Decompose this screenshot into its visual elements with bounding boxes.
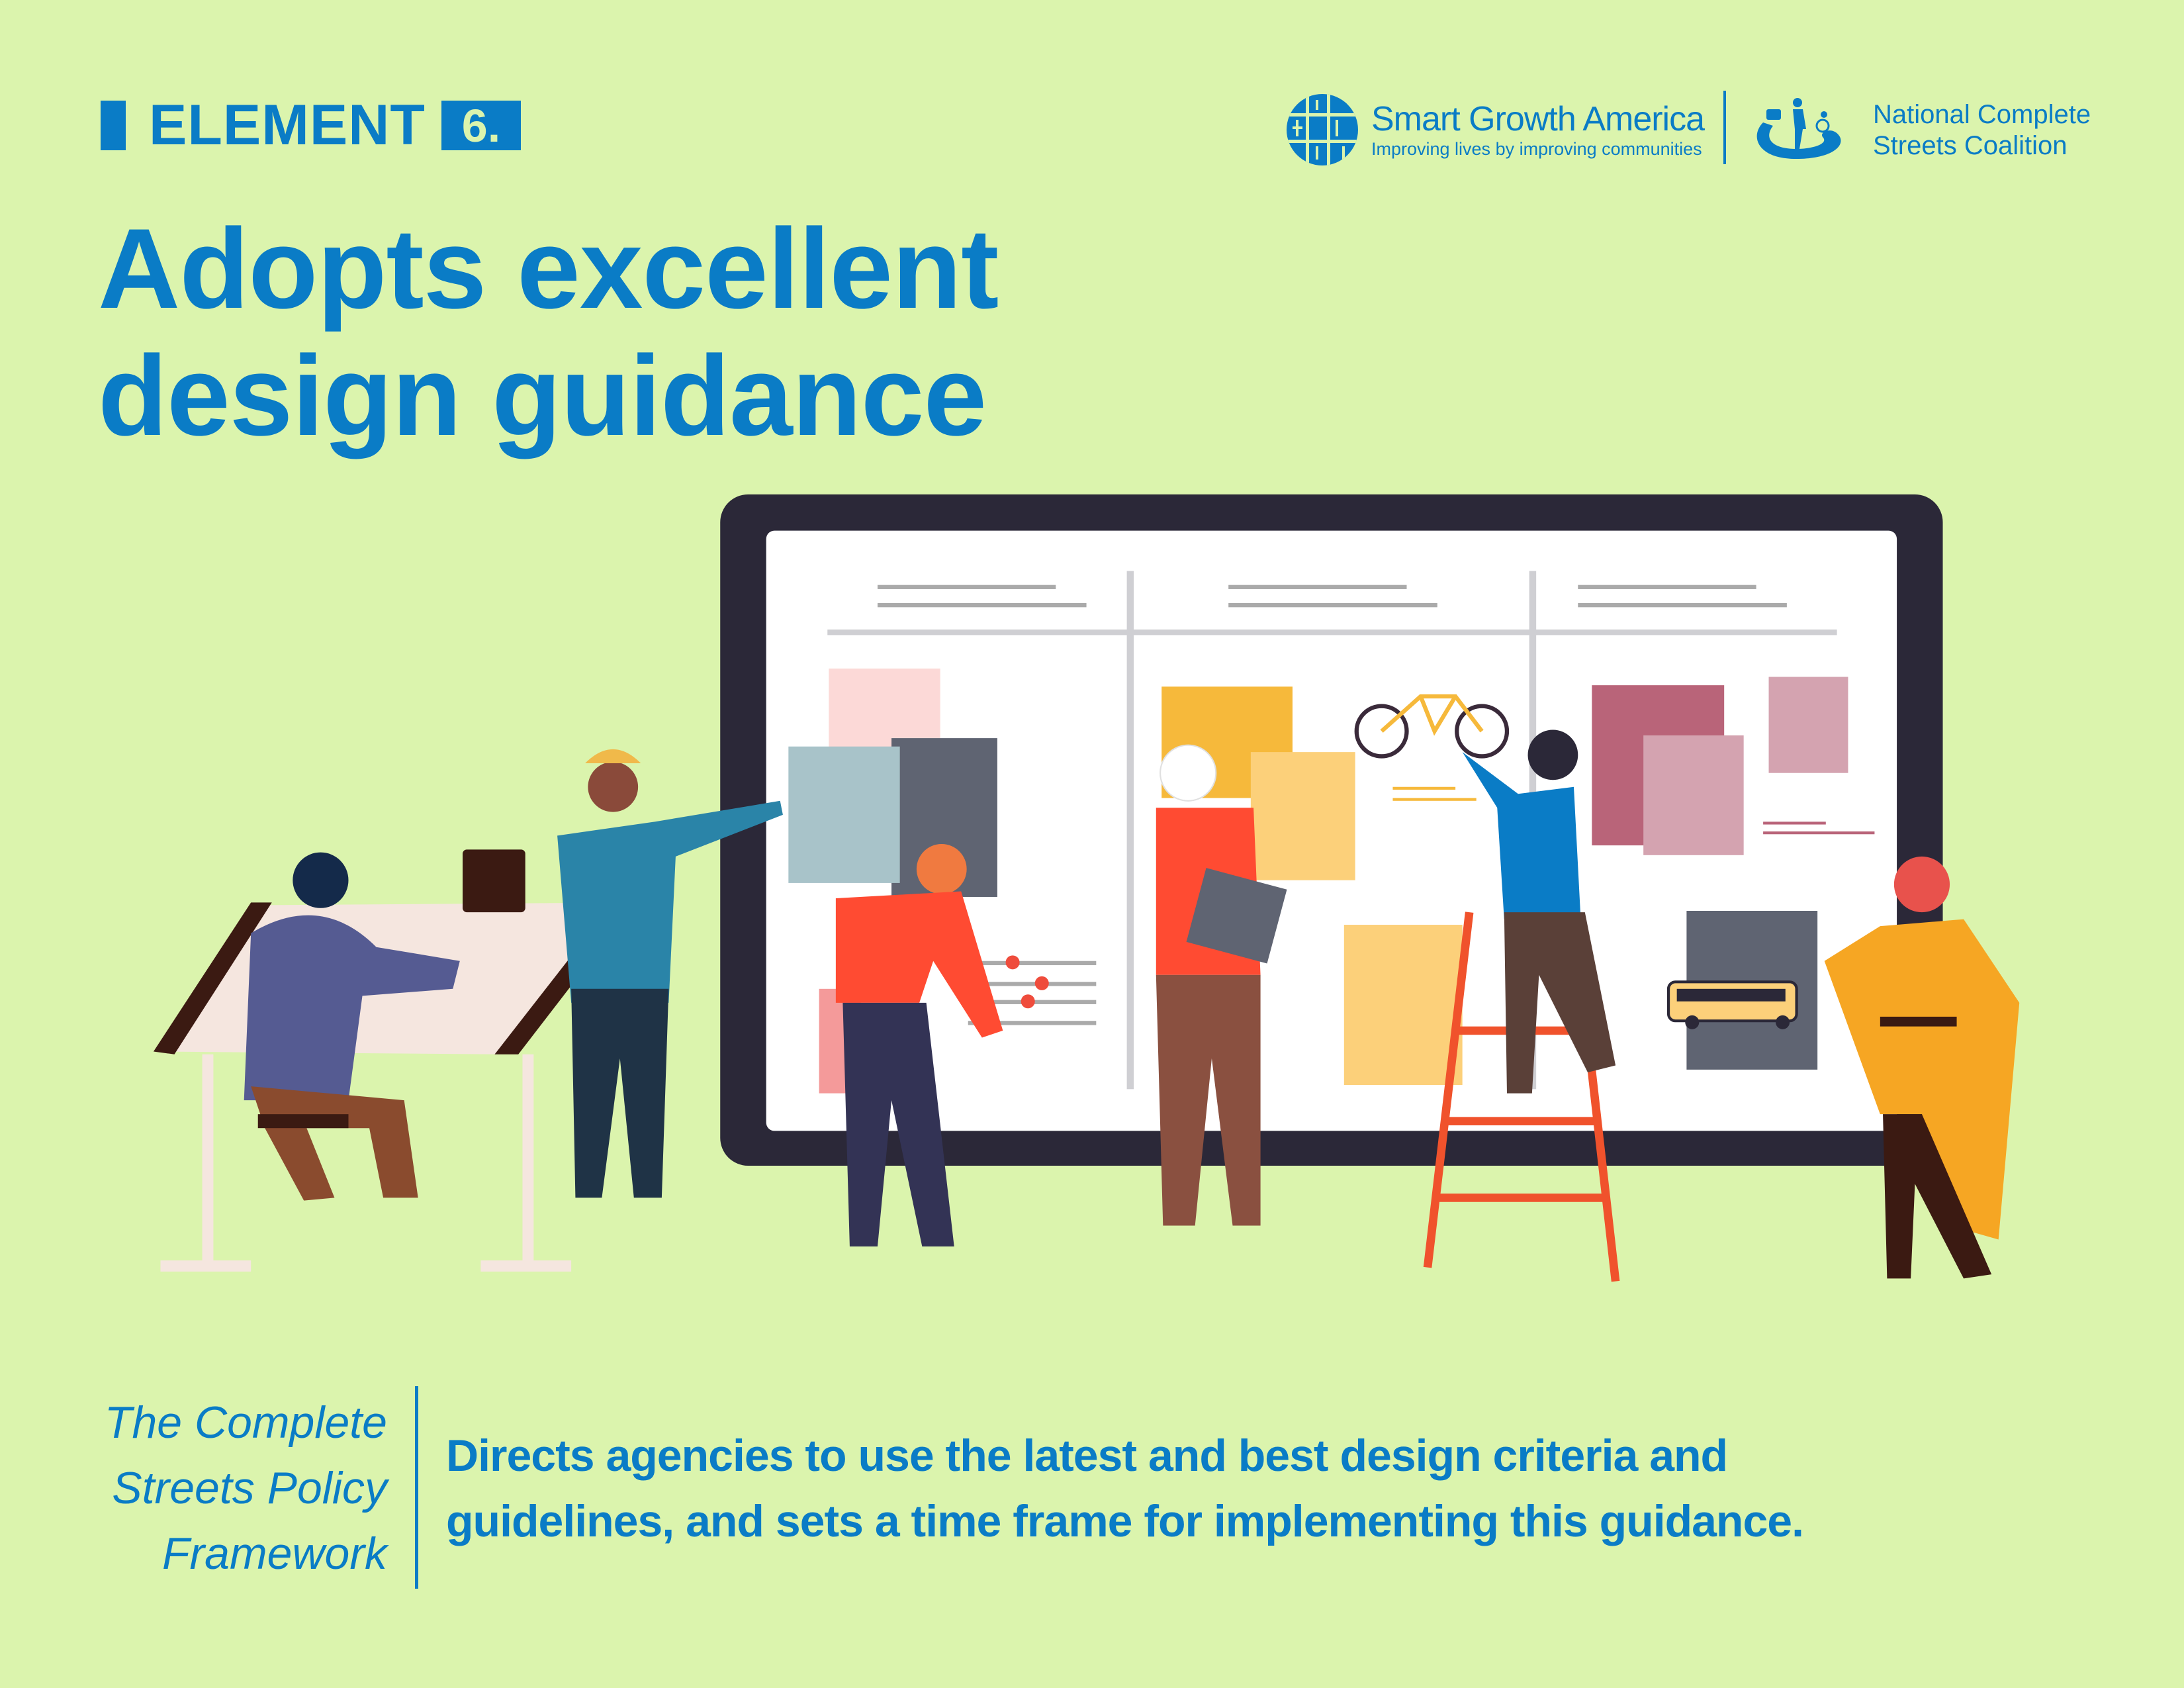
framework-line-1: The Complete (104, 1397, 387, 1448)
footer-divider (415, 1386, 418, 1589)
ncsc-logo-icon (1756, 98, 1841, 159)
sga-name: Smart Growth America (1371, 100, 1705, 138)
element-number-badge: 6. (441, 101, 521, 151)
ncsc-name: National Complete Streets Coalition (1873, 99, 2091, 162)
ncsc-line-1: National Complete (1873, 100, 2091, 129)
sga-tagline: Improving lives by improving communities (1371, 139, 1702, 159)
element-description: Directs agencies to use the latest and b… (446, 1423, 1968, 1554)
sga-globe-logo-icon (1287, 94, 1358, 165)
ncsc-line-2: Streets Coalition (1873, 131, 2068, 160)
person-seated-drafter (244, 852, 460, 1201)
person-on-ladder (1462, 729, 1616, 1094)
person-pointing (463, 749, 783, 1198)
framework-line-2: Streets Policy (112, 1463, 387, 1513)
page-title: Adopts excellent design guidance (98, 205, 999, 459)
person-engineer-standing (1156, 744, 1287, 1226)
bicycle-icon (1354, 694, 1510, 759)
title-line-1: Adopts excellent (98, 205, 999, 332)
description-line-1: Directs agencies to use the latest and b… (446, 1430, 1728, 1481)
person-hardhat-bending (835, 844, 1003, 1247)
description-line-2: guidelines, and sets a time frame for im… (446, 1496, 1804, 1546)
title-line-2: design guidance (98, 332, 987, 459)
element-label: ELEMENT (149, 93, 426, 157)
person-yellow-dress (1824, 856, 2020, 1279)
element-marker-bar (101, 101, 126, 150)
framework-label: The Complete Streets Policy Framework (17, 1390, 387, 1587)
framework-line-3: Framework (161, 1528, 387, 1579)
bus-icon (1666, 980, 1798, 1029)
logo-divider (1723, 91, 1726, 164)
